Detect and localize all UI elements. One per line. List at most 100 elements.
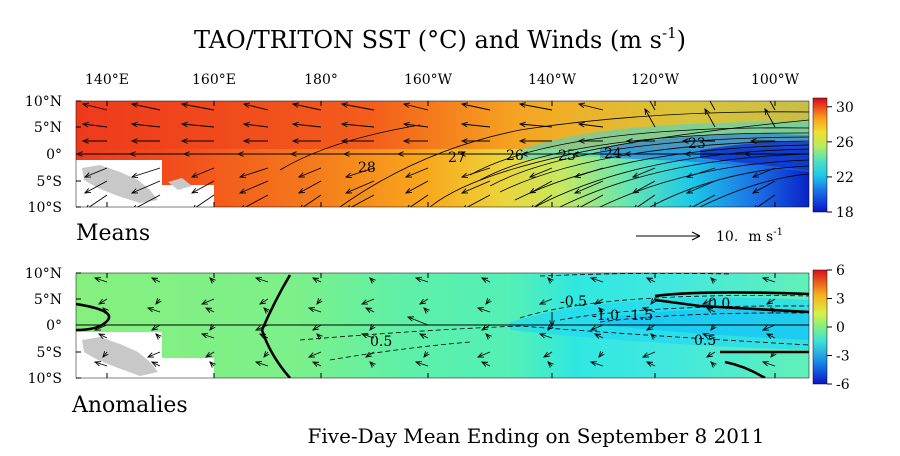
svg-text:10.m s-1: 10. m s-1 [716, 227, 783, 245]
wind-arrow [706, 351, 716, 358]
wind-arrow [752, 180, 776, 194]
wind-arrow [302, 194, 322, 207]
wind-arrow [543, 351, 553, 358]
colorbar-tick: 26 [836, 135, 854, 151]
new-guinea-land [82, 337, 158, 376]
wind-arrow [529, 180, 553, 194]
new-guinea-land [82, 165, 158, 203]
lat-label: 10°S [28, 371, 62, 387]
wind-arrow [539, 298, 553, 305]
wind-arrow [98, 333, 108, 339]
wind-arrow [308, 307, 322, 313]
wind-arrow [365, 351, 375, 358]
contour-label: 0.5 [694, 333, 716, 349]
wind-arrow [764, 108, 776, 128]
wind-arrow [702, 298, 716, 305]
wind-arrow [205, 307, 215, 313]
contour-label: -1.5 [626, 308, 653, 324]
wind-arrow [477, 307, 491, 313]
wind-arrow [312, 361, 322, 367]
wind-arrow [191, 167, 215, 178]
lat-axis: 10°N 5°N 0° 5°S 10°S [25, 94, 62, 216]
wind-arrow [312, 277, 322, 283]
wind-arrow [519, 123, 553, 128]
wind-arrow [239, 180, 269, 194]
contour-label: 0.5 [370, 334, 392, 350]
wind-arrow [409, 194, 429, 207]
lat-label: 10°S [28, 200, 62, 216]
wind-reference: 10. m s-1 [636, 227, 783, 245]
anomalies-panel: -0.5 -1.0 -1.5 0.0 0.5 0.5 10°N 5°N 0° 5°S 10°S A… [25, 263, 850, 418]
sst-colorbar [812, 97, 828, 213]
colorbar-tick: 30 [836, 100, 854, 116]
lat-label: 0° [46, 147, 62, 163]
wind-arrow [574, 180, 604, 194]
wind-arrow [590, 361, 604, 367]
colorbar-tick: 3 [836, 292, 845, 308]
wind-anomaly-vectors [93, 277, 777, 368]
wind-arrow [461, 103, 491, 111]
chart-title: TAO/TRITON SST (°C) and Winds (m s-1) [194, 24, 686, 54]
wind-arrow [642, 351, 656, 358]
wind-arrow [345, 167, 375, 178]
wind-arrow [345, 180, 375, 194]
wind-arrow [405, 167, 429, 178]
wind-arrow [769, 101, 776, 111]
wind-arrow [308, 351, 322, 358]
anomaly-colorbar [812, 269, 828, 385]
wind-arrow [691, 194, 716, 207]
contour-label: 24 [604, 146, 622, 162]
wind-arrow [407, 316, 429, 326]
wind-arrow [131, 123, 161, 128]
wind-arrow [151, 324, 161, 331]
wind-arrow [243, 103, 269, 111]
wind-arrow [147, 307, 161, 313]
wind-arrow [259, 298, 269, 305]
wind-arrow [646, 324, 656, 331]
wind-arrow [94, 277, 108, 283]
wind-arrow [533, 194, 553, 207]
wind-arrow [94, 324, 108, 331]
wind-arrow [766, 298, 776, 305]
wind-arrow [82, 123, 108, 128]
wind-arrow [84, 180, 108, 194]
wind-arrow [151, 361, 161, 367]
panel-label-anomalies: Anomalies [71, 393, 188, 418]
wind-arrow [94, 361, 108, 367]
lon-label: 140°E [85, 72, 129, 88]
contour-label: 28 [358, 160, 376, 176]
wind-arrow [481, 361, 491, 367]
wind-arrow [403, 123, 429, 128]
wind-arrow [292, 123, 322, 128]
wind-arrow [632, 167, 656, 178]
wind-arrow [151, 277, 161, 283]
lat-label: 10°N [25, 94, 62, 110]
wind-arrow [539, 333, 553, 339]
wind-arrow [644, 108, 656, 128]
wind-arrow [636, 194, 656, 207]
contour-labels: 28 27 26 25 24 23 [358, 136, 706, 176]
wind-arrow [419, 298, 429, 305]
wind-arrow [403, 103, 429, 111]
wind-arrow [341, 103, 375, 111]
wind-arrow [361, 298, 375, 305]
wind-arrow [709, 101, 716, 111]
lon-label: 160°E [192, 72, 236, 88]
colorbar-tick: 22 [836, 170, 854, 186]
contour-label: -1.0 [592, 308, 619, 324]
wind-arrow [578, 103, 604, 111]
sst-colorbar-ticks: 30 26 22 18 [827, 100, 854, 221]
wind-arrow [461, 123, 491, 128]
wind-arrow [574, 167, 604, 178]
wind-arrow [766, 333, 776, 339]
wind-arrow [646, 361, 656, 367]
colorbar-tick: 0 [836, 320, 845, 336]
wind-arrow [529, 167, 553, 178]
contour-label: 0.0 [708, 296, 730, 312]
wind-arrow [405, 180, 429, 194]
wind-arrow [415, 277, 429, 283]
lon-axis: 140°E 160°E 180° 160°W 140°W 120°W 100°W [85, 72, 800, 88]
wind-arrow [147, 351, 161, 358]
